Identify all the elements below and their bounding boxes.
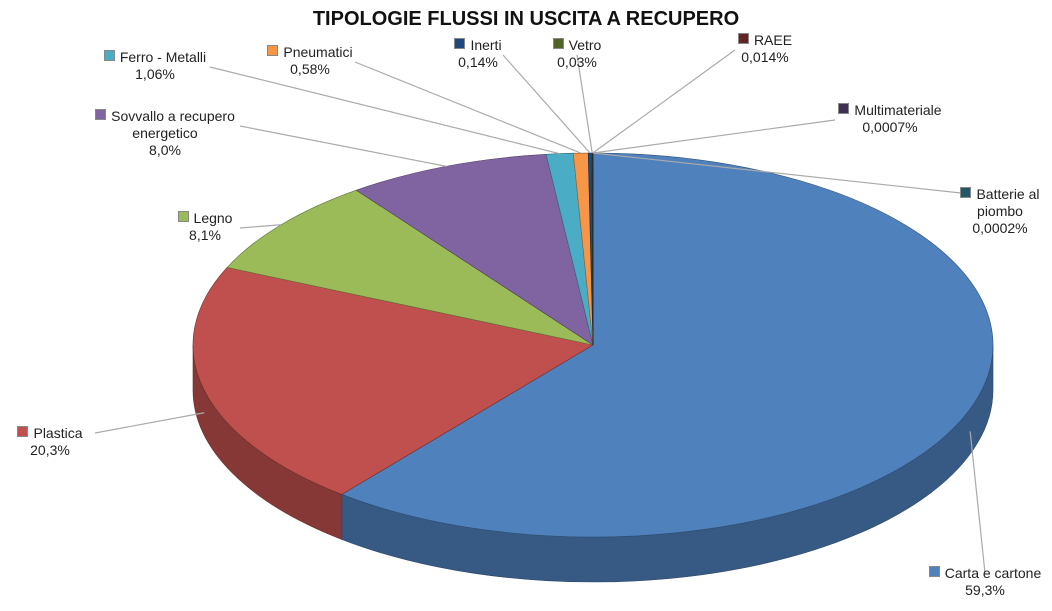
category-label: Legno bbox=[193, 210, 233, 226]
category-label: Multimateriale bbox=[854, 102, 942, 118]
leader-line bbox=[239, 224, 282, 229]
chart-title: TIPOLOGIE FLUSSI IN USCITA A RECUPERO bbox=[312, 8, 740, 30]
category-label: Inerti bbox=[470, 37, 502, 53]
data-label: Pneumatici 0,58% bbox=[255, 44, 365, 78]
leader-line bbox=[239, 125, 447, 167]
legend-swatch bbox=[17, 426, 29, 437]
value-label: 0,58% bbox=[290, 61, 330, 77]
pie-tops bbox=[192, 152, 994, 538]
value-label: 8,0% bbox=[149, 142, 181, 158]
value-label: 8,1% bbox=[189, 227, 221, 243]
leader-line bbox=[502, 54, 591, 154]
data-label: Batterie al piombo 0,0002% bbox=[960, 186, 1040, 237]
category-label: Pneumatici bbox=[283, 44, 353, 60]
value-label: 59,3% bbox=[965, 582, 1005, 598]
value-label: 0,0007% bbox=[862, 119, 918, 135]
leader-line bbox=[94, 412, 205, 434]
legend-swatch bbox=[737, 33, 749, 44]
leader-line bbox=[354, 61, 581, 154]
pie-slice bbox=[192, 267, 594, 495]
category-label: RAEE bbox=[753, 32, 793, 48]
category-label: Sovvallo a recupero energetico bbox=[111, 108, 235, 141]
legend-swatch bbox=[267, 45, 279, 56]
category-label: Plastica bbox=[33, 425, 83, 441]
legend-swatch bbox=[552, 38, 564, 49]
legend-swatch bbox=[928, 566, 940, 577]
value-label: 0,014% bbox=[741, 49, 789, 65]
value-label: 0,0002% bbox=[972, 220, 1028, 236]
value-label: 20,3% bbox=[30, 442, 70, 458]
category-label: Batterie al piombo bbox=[976, 186, 1040, 219]
legend-swatch bbox=[838, 103, 850, 114]
legend-swatch bbox=[960, 187, 972, 198]
pie-slice bbox=[226, 189, 594, 346]
data-label: Vetro 0,03% bbox=[542, 37, 612, 71]
legend-swatch bbox=[103, 50, 115, 61]
category-label: Carta e cartone bbox=[944, 565, 1042, 581]
leader-line bbox=[209, 66, 560, 155]
data-label: RAEE 0,014% bbox=[725, 32, 805, 66]
category-label: Vetro bbox=[568, 37, 602, 53]
data-label: Sovvallo a recupero energetico 8,0% bbox=[80, 108, 250, 159]
data-label: Multimateriale 0,0007% bbox=[825, 102, 955, 136]
leader-line bbox=[592, 119, 836, 154]
leader-line bbox=[576, 54, 593, 154]
value-label: 1,06% bbox=[135, 66, 175, 82]
data-label: Carta e cartone 59,3% bbox=[915, 565, 1052, 599]
legend-swatch bbox=[454, 38, 466, 49]
legend-swatch bbox=[177, 211, 189, 222]
legend-swatch bbox=[95, 109, 107, 120]
value-label: 0,14% bbox=[458, 54, 498, 70]
value-label: 0,03% bbox=[557, 54, 597, 70]
leader-line bbox=[969, 431, 986, 574]
data-label: Ferro - Metalli 1,06% bbox=[90, 49, 220, 83]
data-label: Inerti 0,14% bbox=[443, 37, 513, 71]
data-label: Plastica 20,3% bbox=[0, 425, 105, 459]
pie-slice bbox=[341, 152, 994, 538]
category-label: Ferro - Metalli bbox=[119, 49, 207, 65]
data-label: Legno 8,1% bbox=[160, 210, 250, 244]
pie-slice bbox=[355, 154, 594, 346]
leader-line bbox=[592, 152, 971, 195]
leader-line bbox=[592, 49, 736, 154]
